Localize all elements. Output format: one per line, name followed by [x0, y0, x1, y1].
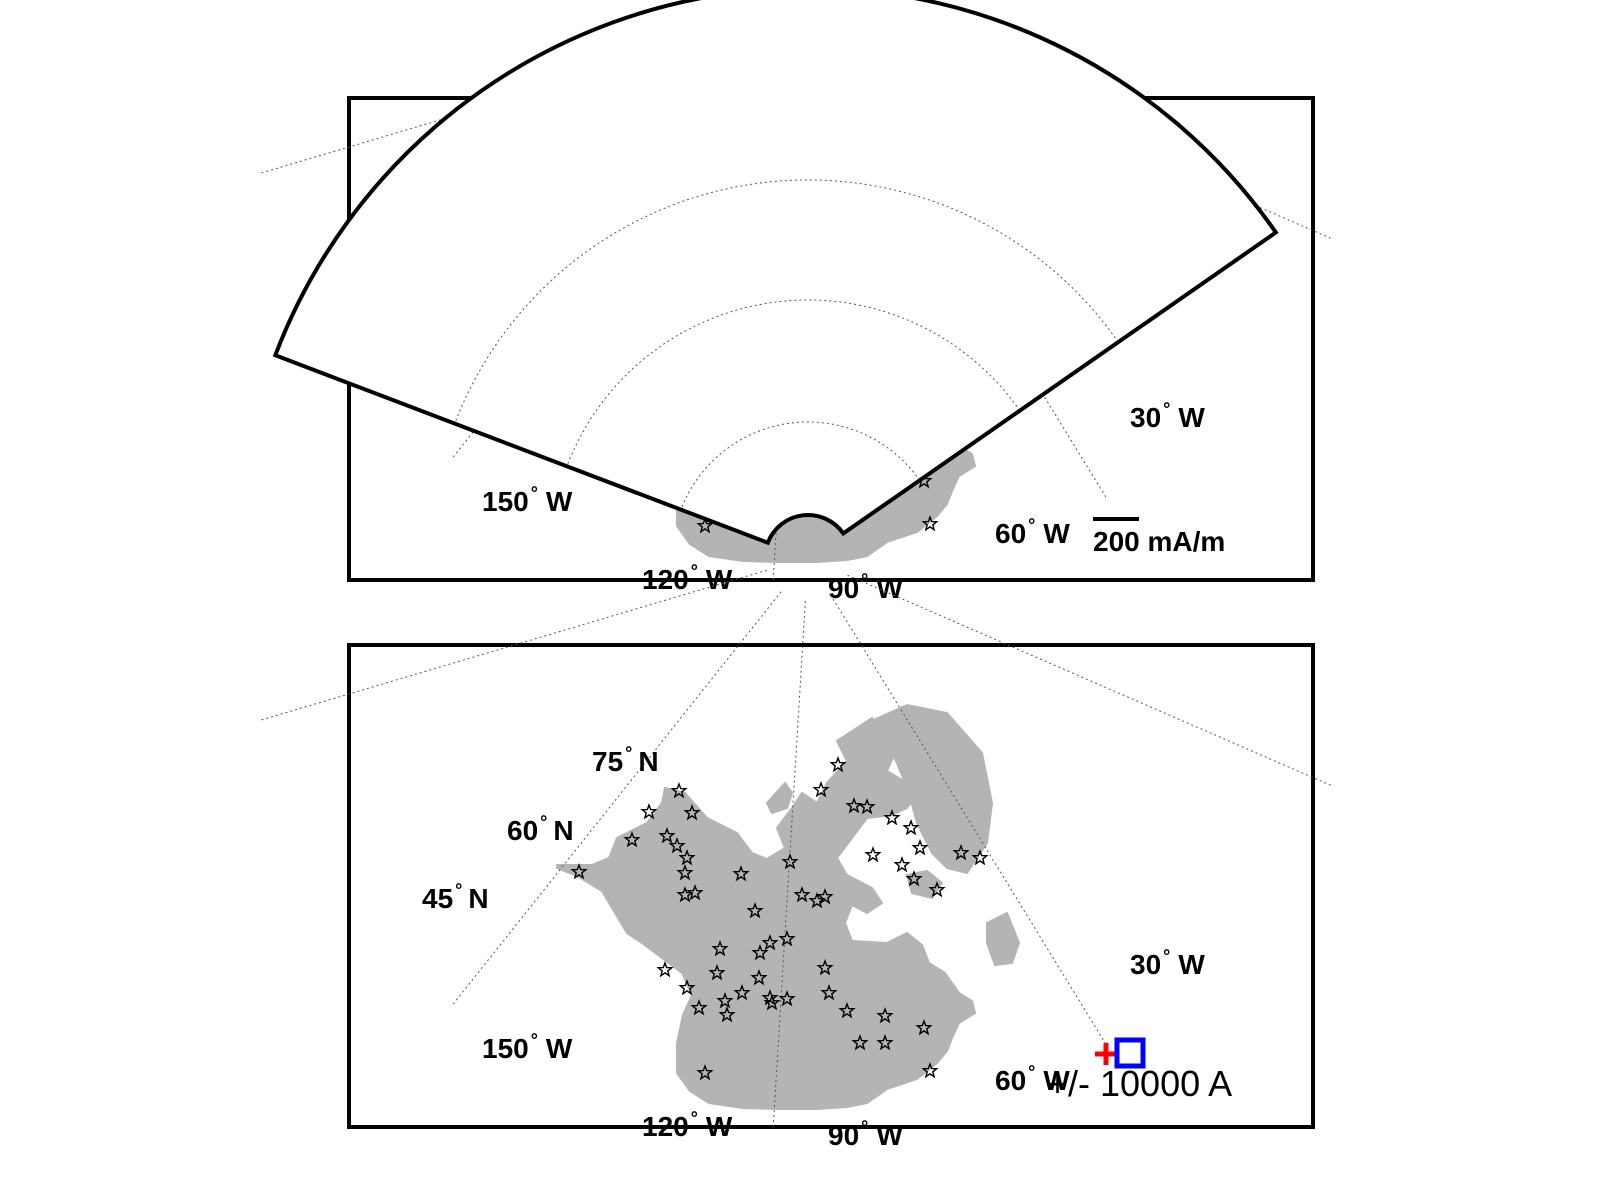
magnetometer-station-star [656, 960, 674, 978]
longitude-label-60: 60 ° W [995, 515, 1070, 549]
magnetometer-station-star [718, 1005, 736, 1023]
latitude-label-45: 45°N [422, 880, 489, 914]
magnetometer-station-star [732, 864, 750, 882]
magnetometer-station-star [812, 780, 830, 798]
map-sector-background [275, 0, 1276, 543]
longitude-label-90: 90 ° W [828, 1117, 903, 1151]
longitude-label-30: 30 ° W [1130, 399, 1205, 433]
north-america-landmass [556, 716, 977, 1110]
magnetometer-station-star [670, 781, 688, 799]
magnetometer-station-star [793, 885, 811, 903]
magnetometer-station-star [921, 514, 939, 532]
magnetometer-station-star [838, 1001, 856, 1019]
longitude-label-150: 150 ° W [482, 483, 573, 517]
magnetometer-station-star [816, 887, 834, 905]
amplitude-legend: +/- 10000 A [1047, 1037, 1232, 1104]
magnetometer-station-star [751, 943, 769, 961]
magnetometer-station-star [778, 929, 796, 947]
arctic-island-landmass [905, 869, 944, 900]
amplitude-legend-label: +/- 10000 A [1047, 1063, 1232, 1104]
arctic-island-landmass [865, 703, 994, 875]
longitude-label-120: 120 ° W [642, 1108, 733, 1142]
magnetometer-station-star [876, 1033, 894, 1051]
magnetometer-station-star [915, 1018, 933, 1036]
magnetometer-station-star [778, 989, 796, 1007]
sec-amplitude-map-panel: 75 ° N 60 ° N 45 ° N 30 ° W 60 ° W 90 ° W 120 ° W 150 ° W +/- 1… [261, 0, 1331, 1151]
magnetometer-station-star [911, 838, 929, 856]
magnetometer-station-star [902, 818, 920, 836]
magnetometer-station-star [781, 852, 799, 870]
magnetometer-station-star [928, 880, 946, 898]
magnetometer-station-star [623, 830, 641, 848]
magnetometer-station-star [716, 991, 734, 1009]
magnetometer-station-star [845, 796, 863, 814]
meridian-line [261, 569, 767, 721]
latitude-label-60: 60°N [507, 812, 574, 846]
magnetometer-station-star [668, 836, 686, 854]
magnetometer-station-star [676, 863, 694, 881]
magnetometer-station-star [876, 1006, 894, 1024]
magnetometer-station-star [763, 993, 781, 1011]
magnetometer-station-star [683, 803, 701, 821]
map-frame [272, 0, 1279, 546]
magnetometer-station-star [816, 958, 834, 976]
magnetometer-station-star [696, 516, 714, 534]
magnetometer-station-star [952, 843, 970, 861]
bottom-map-svg: 75 ° N 60 ° N 45 ° N 30 ° W 60 ° W 90 ° W 120 ° W 150 ° W +/- 1… [261, 0, 1331, 1151]
legend-positive-plus-icon [1095, 1043, 1117, 1065]
magnetometer-station-star [686, 883, 704, 901]
longitude-label-30: 30 ° W [1130, 946, 1205, 980]
magnetometer-station-layer [570, 755, 989, 1081]
magnetometer-station-star [708, 963, 726, 981]
magnetometer-station-star [690, 998, 708, 1016]
longitude-label-120: 120 ° W [642, 561, 733, 595]
magnetometer-station-star [829, 755, 847, 773]
magnetometer-station-star [696, 1063, 714, 1081]
latitude-label-75: 75°N [592, 743, 659, 777]
magnetometer-station-star [711, 939, 729, 957]
magnetometer-station-star [658, 826, 676, 844]
magnetometer-station-star [750, 968, 768, 986]
magnetometer-station-star [864, 845, 882, 863]
magnetometer-station-star [733, 983, 751, 1001]
magnetometer-station-star [893, 855, 911, 873]
magnetometer-station-star [905, 869, 923, 887]
latitude-circle [566, 299, 1021, 467]
magnetometer-station-star [746, 901, 764, 919]
magnetometer-station-star [971, 848, 989, 866]
magnetometer-station-star [883, 808, 901, 826]
vector-scale: 200 mA/m [1093, 517, 1225, 557]
vector-scale-label: 200 mA/m [1093, 526, 1225, 557]
magnetometer-station-star [678, 978, 696, 996]
arctic-island-landmass [765, 781, 794, 815]
magnetometer-station-star [851, 1033, 869, 1051]
magnetometer-station-star [678, 848, 696, 866]
magnetometer-station-star [921, 1061, 939, 1079]
magnetometer-station-star [570, 862, 588, 880]
longitude-label-60: 60 ° W [995, 1062, 1070, 1096]
magnetometer-station-star [761, 933, 779, 951]
legend-negative-square-icon [1114, 1037, 1146, 1069]
longitude-label-90: 90 ° W [828, 570, 903, 604]
arctic-island-landmass [986, 911, 1021, 967]
latitude-circle [454, 179, 1119, 424]
magnetometer-station-star [820, 983, 838, 1001]
magnetometer-station-star [858, 797, 876, 815]
longitude-label-150: 150 ° W [482, 1030, 573, 1064]
magnetometer-station-star [640, 802, 658, 820]
